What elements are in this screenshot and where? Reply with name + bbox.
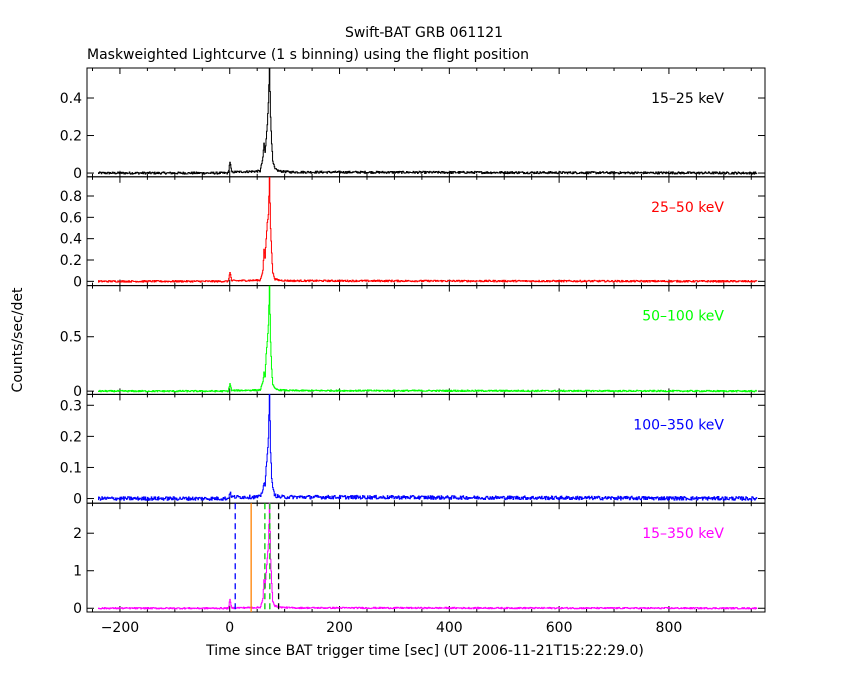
band-label: 15–350 keV	[642, 526, 724, 542]
y-axis-label: Counts/sec/det	[10, 287, 26, 392]
band-label: 50–100 keV	[642, 309, 724, 325]
y-tick-label: 0.6	[60, 210, 82, 226]
chart-title: Swift-BAT GRB 061121	[345, 25, 503, 41]
lightcurve-trace	[97, 67, 758, 175]
panel-frame-3	[86, 393, 766, 504]
band-label: 100–350 keV	[633, 417, 724, 433]
lightcurve-trace	[97, 393, 758, 501]
y-tick-label: 0.2	[60, 129, 82, 145]
band-label: 15–25 keV	[651, 91, 724, 107]
y-tick-label: 0.5	[60, 330, 82, 346]
y-tick-label: 0.4	[60, 232, 82, 248]
x-tick-label: 0	[225, 620, 234, 636]
y-tick-label: 0	[73, 492, 82, 508]
y-tick-label: 2	[73, 526, 82, 542]
lightcurve-trace	[97, 176, 758, 283]
x-tick-label: 200	[326, 620, 353, 636]
y-tick-label: 0	[73, 166, 82, 182]
y-tick-label: 0.2	[60, 253, 82, 269]
y-tick-label: 0	[73, 274, 82, 290]
lightcurve-trace	[97, 502, 758, 610]
y-tick-label: 1	[73, 564, 82, 580]
x-tick-label: 600	[546, 620, 573, 636]
panel-frame-4	[86, 502, 766, 613]
y-tick-label: 0	[73, 384, 82, 400]
y-tick-label: 0	[73, 601, 82, 617]
x-tick-label: −200	[101, 620, 139, 636]
y-tick-label: 0.4	[60, 91, 82, 107]
panel-frame-2	[86, 285, 766, 395]
y-tick-label: 0.2	[60, 429, 82, 445]
y-tick-label: 0.8	[60, 189, 82, 205]
panel-frame-1	[86, 176, 766, 287]
band-label: 25–50 keV	[651, 200, 724, 216]
y-tick-label: 0.1	[60, 460, 82, 476]
lightcurve-trace	[97, 285, 758, 393]
y-tick-label: 0.3	[60, 398, 82, 414]
panel-frame-0	[86, 67, 766, 178]
x-tick-label: 400	[436, 620, 463, 636]
chart-subtitle: Maskweighted Lightcurve (1 s binning) us…	[87, 47, 529, 63]
x-axis-label: Time since BAT trigger time [sec] (UT 20…	[205, 643, 644, 659]
x-tick-label: 800	[656, 620, 683, 636]
